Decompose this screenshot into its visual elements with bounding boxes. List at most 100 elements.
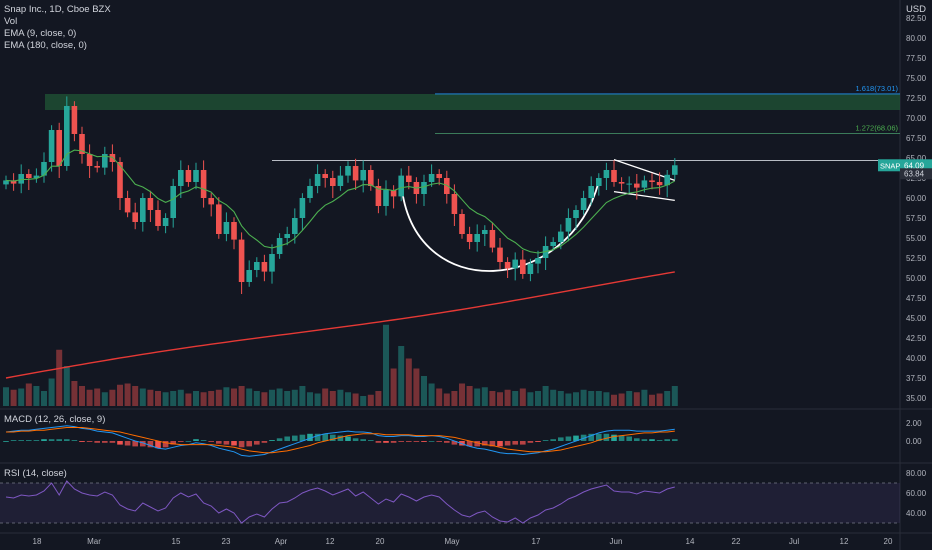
macd-histogram-bar xyxy=(292,435,298,441)
macd-histogram-bar xyxy=(269,440,275,441)
candle-body xyxy=(246,270,252,282)
volume-bar xyxy=(223,387,230,406)
supply-zone xyxy=(45,94,900,110)
price-tick: 45.00 xyxy=(906,314,927,323)
macd-legend: MACD (12, 26, close, 9) xyxy=(4,414,106,425)
macd-histogram-bar xyxy=(276,438,283,441)
macd-histogram-bar xyxy=(641,439,648,441)
macd-histogram-bar xyxy=(155,441,161,449)
candle-body xyxy=(596,178,602,186)
macd-histogram-bar xyxy=(504,441,511,446)
volume-bar xyxy=(474,388,481,406)
candle-body xyxy=(307,186,313,198)
macd-histogram-bar xyxy=(520,441,526,445)
volume-bar xyxy=(611,394,617,406)
time-tick: 14 xyxy=(686,537,695,546)
price-tick: 37.50 xyxy=(906,374,927,383)
macd-histogram-bar xyxy=(588,433,594,441)
candle-body xyxy=(314,174,321,186)
candle-body xyxy=(535,258,541,264)
volume-bar xyxy=(276,388,283,406)
macd-histogram-bar xyxy=(246,441,252,447)
macd-histogram-bar xyxy=(124,441,131,446)
macd-histogram-bar xyxy=(398,441,404,442)
candle-body xyxy=(398,175,404,197)
candle-body xyxy=(132,212,138,222)
candle-body xyxy=(368,170,374,186)
macd-tick: 2.00 xyxy=(906,419,922,428)
volume-bar xyxy=(139,388,146,406)
candle-body xyxy=(147,198,154,210)
macd-histogram-bar xyxy=(238,441,245,448)
macd-histogram-bar xyxy=(102,441,108,443)
volume-bar xyxy=(626,391,633,406)
volume-bar xyxy=(398,346,405,406)
price-tick: 52.50 xyxy=(906,254,927,263)
volume-bar xyxy=(10,389,17,406)
macd-histogram-bar xyxy=(307,433,313,441)
macd-histogram-bar xyxy=(413,441,420,442)
macd-histogram-bar xyxy=(368,440,374,441)
macd-histogram-bar xyxy=(352,438,359,441)
price-tick: 77.50 xyxy=(906,54,927,63)
rsi-tick: 60.00 xyxy=(906,489,927,498)
candle-body xyxy=(512,259,518,269)
macd-histogram-bar xyxy=(626,436,632,441)
volume-bar xyxy=(588,391,595,406)
candle-body xyxy=(626,183,632,185)
volume-bar xyxy=(291,389,298,406)
volume-bar xyxy=(101,392,108,406)
rsi-legend: RSI (14, close) xyxy=(4,468,67,479)
price-tick: 72.50 xyxy=(906,94,927,103)
macd-histogram-bar xyxy=(618,435,625,441)
volume-bar xyxy=(649,394,655,406)
macd-histogram-bar xyxy=(56,439,62,441)
macd-histogram-bar xyxy=(299,434,306,441)
candle-body xyxy=(360,170,366,181)
volume-bar xyxy=(162,392,169,406)
macd-histogram-bar xyxy=(428,441,435,442)
volume-bar xyxy=(390,368,397,406)
volume-bar xyxy=(208,391,215,406)
volume-bar xyxy=(466,386,473,406)
volume-bar xyxy=(246,388,253,406)
macd-histogram-bar xyxy=(10,440,17,441)
candle-body xyxy=(550,242,556,246)
price-tick: 50.00 xyxy=(906,274,927,283)
macd-histogram-bar xyxy=(611,434,617,441)
volume-bar xyxy=(132,386,139,406)
candle-body xyxy=(178,170,184,186)
ema-long-line xyxy=(5,271,675,379)
volume-bar xyxy=(261,392,268,406)
volume-bar xyxy=(109,389,116,406)
volume-bar xyxy=(504,389,511,406)
macd-histogram-bar xyxy=(254,441,260,445)
macd-histogram-bar xyxy=(86,441,93,442)
candle-body xyxy=(444,178,450,194)
candle-body xyxy=(588,186,594,198)
macd-histogram-bar xyxy=(193,439,199,441)
candle-body xyxy=(649,180,655,182)
macd-histogram-bar xyxy=(140,441,146,447)
time-tick: Jun xyxy=(610,537,623,546)
macd-histogram-bar xyxy=(170,441,176,445)
volume-bar xyxy=(177,389,184,406)
macd-histogram-bar xyxy=(656,440,663,441)
candle-body xyxy=(124,198,131,213)
volume-bar xyxy=(193,391,199,406)
price-tick: 80.00 xyxy=(906,34,927,43)
symbol-legend: Snap Inc., 1D, Cboe BZX xyxy=(4,4,111,15)
candle-body xyxy=(18,174,24,184)
macd-histogram-bar xyxy=(322,433,328,441)
candle-body xyxy=(10,180,17,184)
volume-bar xyxy=(307,392,313,406)
candle-body xyxy=(459,214,465,234)
ema-long-legend: EMA (180, close, 0) xyxy=(4,40,87,51)
macd-histogram-bar xyxy=(18,440,24,441)
candle-body xyxy=(672,165,678,175)
candle-body xyxy=(33,175,40,178)
macd-histogram-bar xyxy=(535,441,541,442)
candle-body xyxy=(618,182,625,184)
macd-histogram-bar xyxy=(33,440,40,441)
